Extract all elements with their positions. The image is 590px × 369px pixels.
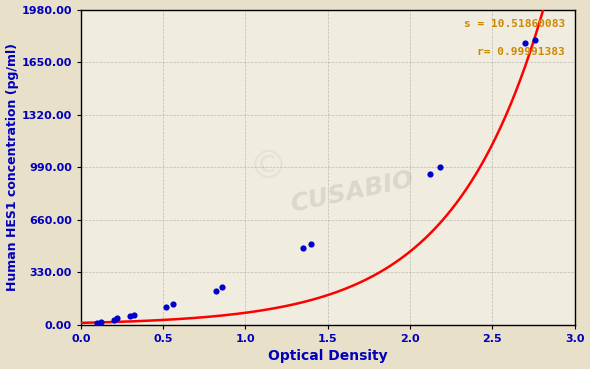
Text: CUSABIO: CUSABIO: [289, 168, 417, 217]
Point: [530, 37, 540, 43]
Point: [93, 320, 102, 326]
Point: [435, 164, 444, 170]
Point: [162, 304, 171, 310]
Point: [129, 311, 138, 317]
Point: [112, 315, 122, 321]
Point: [299, 245, 308, 251]
Text: ©: ©: [249, 148, 288, 186]
Point: [211, 289, 221, 294]
Point: [109, 317, 119, 323]
Text: r= 0.99991383: r= 0.99991383: [477, 47, 565, 58]
Point: [520, 40, 530, 46]
Point: [307, 241, 316, 246]
X-axis label: Optical Density: Optical Density: [268, 349, 388, 363]
Point: [126, 313, 135, 319]
Point: [96, 319, 106, 325]
Point: [218, 284, 227, 290]
Y-axis label: Human HES1 concentration (pg/ml): Human HES1 concentration (pg/ml): [5, 43, 18, 291]
Text: s = 10.51860083: s = 10.51860083: [464, 19, 565, 29]
Point: [168, 301, 178, 307]
Point: [425, 170, 435, 176]
